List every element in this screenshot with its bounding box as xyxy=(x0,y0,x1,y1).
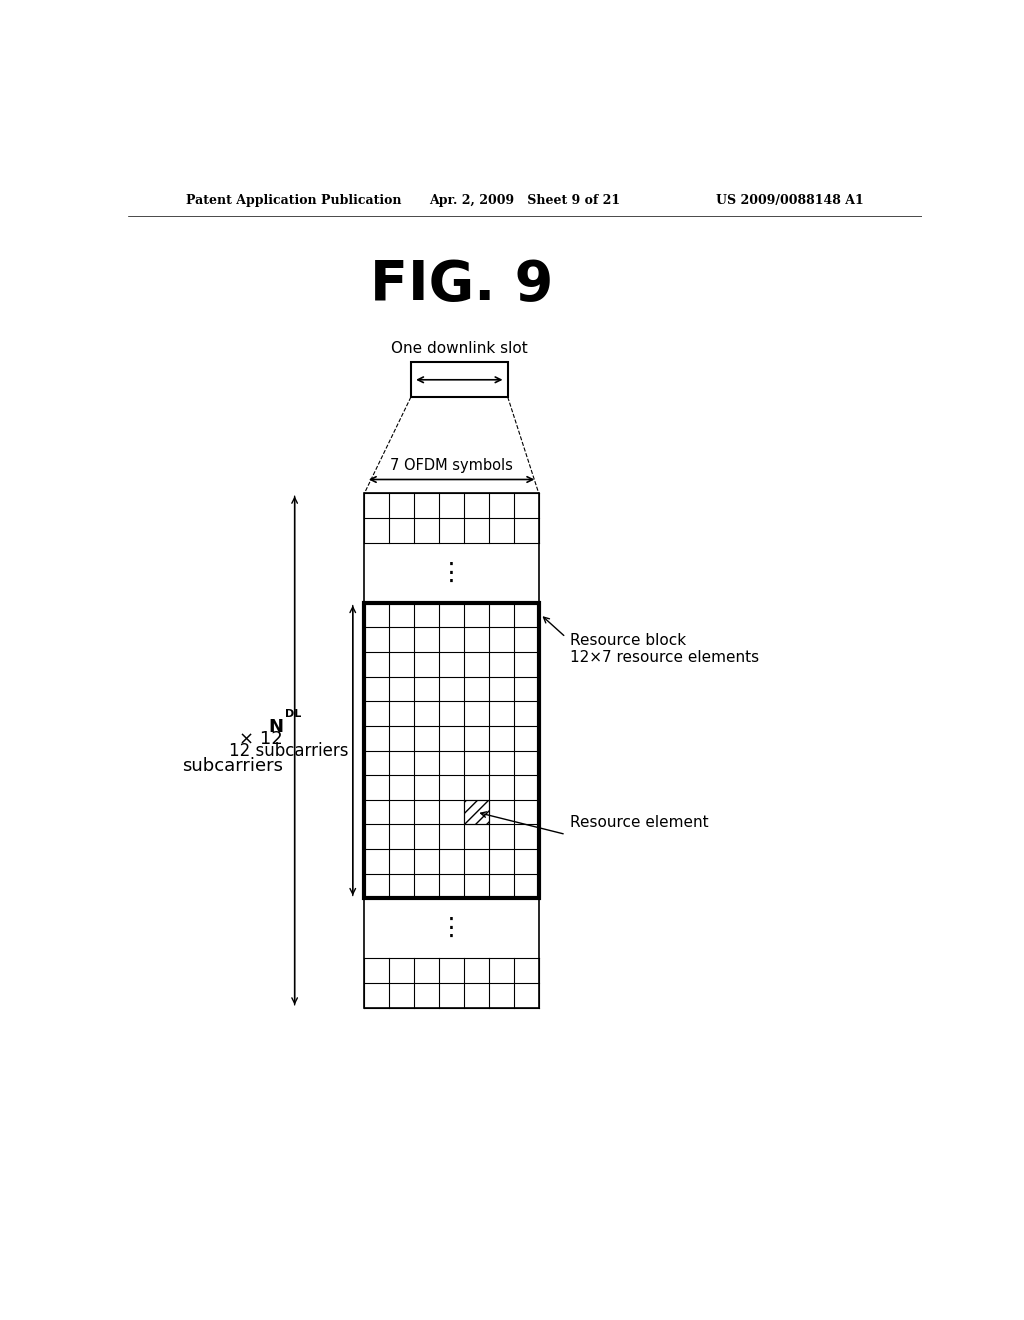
Text: Patent Application Publication: Patent Application Publication xyxy=(186,194,401,207)
Text: 7 OFDM symbols: 7 OFDM symbols xyxy=(390,458,513,474)
Text: ⋮: ⋮ xyxy=(439,916,464,940)
Text: Apr. 2, 2009   Sheet 9 of 21: Apr. 2, 2009 Sheet 9 of 21 xyxy=(429,194,621,207)
Text: 12 subcarriers: 12 subcarriers xyxy=(229,742,349,759)
Text: DL: DL xyxy=(285,709,301,718)
Text: One downlink slot: One downlink slot xyxy=(391,342,527,356)
Text: × 12: × 12 xyxy=(240,730,283,748)
Bar xyxy=(464,800,488,825)
Text: subcarriers: subcarriers xyxy=(182,756,283,775)
Bar xyxy=(411,363,508,397)
Text: Resource block
12×7 resource elements: Resource block 12×7 resource elements xyxy=(569,632,759,665)
Text: N: N xyxy=(268,718,283,737)
Text: Resource element: Resource element xyxy=(569,816,709,830)
Bar xyxy=(365,603,539,899)
Bar xyxy=(365,494,539,1007)
Text: ⋮: ⋮ xyxy=(439,561,464,585)
Text: US 2009/0088148 A1: US 2009/0088148 A1 xyxy=(717,194,864,207)
Text: FIG. 9: FIG. 9 xyxy=(370,259,553,313)
